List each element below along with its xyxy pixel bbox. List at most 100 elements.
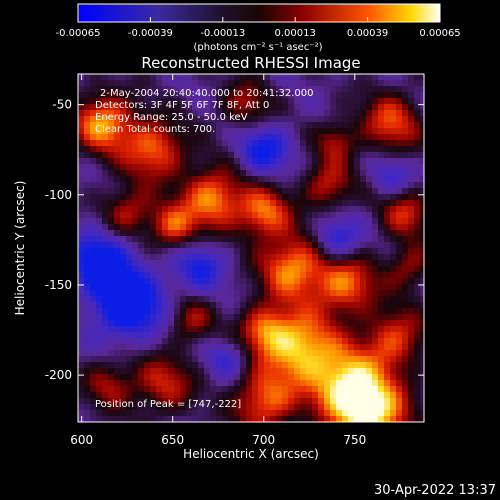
heatmap-cell [246, 158, 253, 165]
heatmap-cell [168, 170, 175, 177]
heatmap-cell [78, 260, 85, 267]
heatmap-cell [150, 164, 157, 171]
heatmap-cell [390, 206, 397, 213]
colorbar-tick-label: 0.00065 [419, 28, 460, 39]
heatmap-cell [402, 380, 409, 387]
heatmap-cell [228, 260, 235, 267]
heatmap-cell [240, 302, 247, 309]
heatmap-cell [408, 188, 415, 195]
heatmap-cell [168, 206, 175, 213]
heatmap-cell [186, 314, 193, 321]
heatmap-cell [396, 344, 403, 351]
heatmap-cell [216, 182, 223, 189]
heatmap-cell [264, 182, 271, 189]
heatmap-cell [312, 284, 319, 291]
heatmap-cell [150, 248, 157, 255]
heatmap-cell [336, 290, 343, 297]
heatmap-cell [186, 176, 193, 183]
heatmap-cell [180, 398, 187, 405]
heatmap-cell [180, 80, 187, 87]
heatmap-cell [360, 362, 367, 369]
heatmap-cell [270, 314, 277, 321]
heatmap-cell [324, 416, 331, 422]
heatmap-cell [378, 386, 385, 393]
heatmap-cell [306, 182, 313, 189]
heatmap-cell [300, 206, 307, 213]
heatmap-cell [318, 284, 325, 291]
heatmap-cell [300, 200, 307, 207]
heatmap-cell [186, 338, 193, 345]
heatmap-cell [396, 386, 403, 393]
heatmap-cell [306, 122, 313, 129]
heatmap-cell [264, 248, 271, 255]
heatmap-cell [312, 218, 319, 225]
heatmap-cell [90, 290, 97, 297]
heatmap-cell [360, 254, 367, 261]
heatmap-cell [192, 248, 199, 255]
heatmap-cell [324, 212, 331, 219]
heatmap-cell [252, 320, 259, 327]
heatmap-cell [210, 92, 217, 99]
heatmap-cell [264, 332, 271, 339]
heatmap-cell [162, 74, 169, 81]
heatmap-cell [390, 302, 397, 309]
heatmap-cell [138, 386, 145, 393]
heatmap-cell [90, 74, 97, 81]
heatmap-cell [408, 98, 415, 105]
heatmap-cell [144, 218, 151, 225]
heatmap-cell [246, 80, 253, 87]
heatmap-cell [402, 392, 409, 399]
heatmap-cell [336, 314, 343, 321]
heatmap-cell [318, 128, 325, 135]
heatmap-cell [102, 176, 109, 183]
heatmap-cell [342, 278, 349, 285]
heatmap-cell [276, 194, 283, 201]
heatmap-cell [108, 158, 115, 165]
heatmap-cell [162, 200, 169, 207]
heatmap-cell [240, 290, 247, 297]
heatmap-cell [78, 350, 85, 357]
heatmap-cell [168, 392, 175, 399]
heatmap-cell [264, 416, 271, 422]
heatmap-cell [168, 86, 175, 93]
heatmap-cell [402, 230, 409, 237]
heatmap-cell [138, 128, 145, 135]
heatmap-cell [150, 362, 157, 369]
heatmap-cell [300, 302, 307, 309]
heatmap-cell [132, 188, 139, 195]
heatmap-cell [366, 242, 373, 249]
heatmap-cell [372, 128, 379, 135]
heatmap-cell [186, 110, 193, 117]
heatmap-cell [264, 254, 271, 261]
heatmap-cell [330, 218, 337, 225]
heatmap-cell [360, 164, 367, 171]
heatmap-cell [102, 116, 109, 123]
heatmap-cell [78, 326, 85, 333]
heatmap-cell [420, 404, 424, 411]
heatmap-cell [90, 284, 97, 291]
heatmap-cell [144, 332, 151, 339]
heatmap-cell [150, 296, 157, 303]
heatmap-cell [378, 182, 385, 189]
heatmap-cell [168, 302, 175, 309]
heatmap-cell [126, 200, 133, 207]
heatmap-cell [306, 92, 313, 99]
heatmap-cell [120, 110, 127, 117]
heatmap-cell [390, 350, 397, 357]
heatmap-cell [330, 224, 337, 231]
heatmap-cell [84, 212, 91, 219]
heatmap-cell [354, 278, 361, 285]
heatmap-cell [240, 152, 247, 159]
heatmap-cell [78, 206, 85, 213]
heatmap-cell [138, 350, 145, 357]
heatmap-cell [354, 392, 361, 399]
heatmap-cell [132, 398, 139, 405]
heatmap-cell [180, 110, 187, 117]
heatmap-cell [216, 116, 223, 123]
heatmap-cell [372, 254, 379, 261]
heatmap-cell [156, 386, 163, 393]
heatmap-cell [420, 170, 424, 177]
heatmap-cell [378, 116, 385, 123]
heatmap-cell [138, 380, 145, 387]
heatmap-cell [324, 230, 331, 237]
